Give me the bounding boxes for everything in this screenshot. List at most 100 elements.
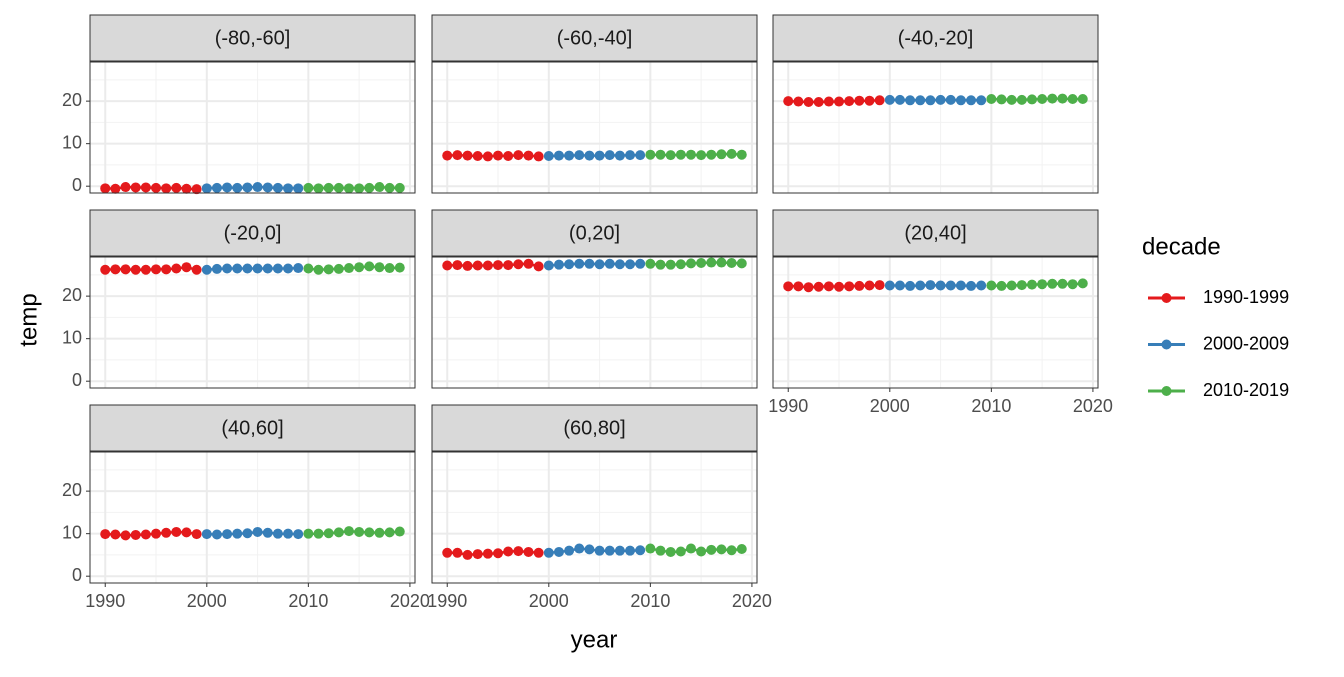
data-point [925,280,935,290]
data-point [875,95,885,105]
data-point [273,529,283,539]
data-point [905,95,915,105]
data-point [181,262,191,272]
data-point [605,546,615,556]
data-point [854,281,864,291]
data-point [915,280,925,290]
data-point [273,183,283,193]
data-point [915,95,925,105]
data-point [212,530,222,540]
x-tick-label: 2000 [187,591,227,611]
data-point [676,150,686,160]
data-point [344,263,354,273]
data-point [1017,95,1027,105]
data-point [534,151,544,161]
data-point [364,183,374,193]
panel [90,257,415,388]
data-point [666,260,676,270]
facet-title: (20,40] [904,222,966,244]
data-point [181,527,191,537]
legend-label: 2000-2009 [1203,333,1289,353]
data-point [463,261,473,271]
data-point [232,183,242,193]
data-point [554,547,564,557]
data-point [161,264,171,274]
data-point [385,183,395,193]
data-point [314,265,324,275]
data-point [716,149,726,159]
data-point [936,280,946,290]
data-point [131,265,141,275]
data-point [574,259,584,269]
data-point [1027,94,1037,104]
data-point [232,529,242,539]
data-point [706,258,716,268]
facet-title: (-60,-40] [557,27,633,49]
data-point [804,97,814,107]
data-point [100,183,110,193]
data-point [534,261,544,271]
data-point [303,529,313,539]
data-point [793,281,803,291]
data-point [814,282,824,292]
data-point [181,184,191,194]
data-point [716,258,726,268]
data-point [905,281,915,291]
data-point [493,151,503,161]
panel [432,452,757,583]
y-tick-label: 0 [72,565,82,585]
data-point [584,259,594,269]
legend-swatch [1162,340,1172,350]
data-point [202,265,212,275]
data-point [615,151,625,161]
data-point [100,265,110,275]
data-point [334,183,344,193]
data-point [473,261,483,271]
data-point [171,527,181,537]
data-point [727,258,737,268]
data-point [513,150,523,160]
data-point [161,183,171,193]
data-point [1047,94,1057,104]
data-point [513,259,523,269]
data-point [966,95,976,105]
x-tick-label: 2010 [971,396,1011,416]
data-point [544,548,554,558]
data-point [253,182,263,192]
data-point [625,150,635,160]
data-point [1007,95,1017,105]
data-point [354,262,364,272]
data-point [452,548,462,558]
data-point [706,150,716,160]
data-point [385,527,395,537]
data-point [324,183,334,193]
data-point [303,263,313,273]
data-point [605,150,615,160]
panel [773,62,1098,193]
data-point [666,150,676,160]
data-point [737,544,747,554]
data-point [192,265,202,275]
data-point [344,526,354,536]
data-point [503,260,513,270]
data-point [463,151,473,161]
legend-label: 2010-2019 [1203,380,1289,400]
data-point [615,546,625,556]
data-point [1047,279,1057,289]
data-point [283,263,293,273]
data-point [696,150,706,160]
data-point [946,280,956,290]
data-point [986,280,996,290]
data-point [885,95,895,105]
data-point [442,151,452,161]
legend-label: 1990-1999 [1203,287,1289,307]
data-point [161,528,171,538]
data-point [645,544,655,554]
data-point [151,529,161,539]
data-point [242,182,252,192]
data-point [1037,279,1047,289]
data-point [273,263,283,273]
data-point [804,282,814,292]
data-point [574,150,584,160]
